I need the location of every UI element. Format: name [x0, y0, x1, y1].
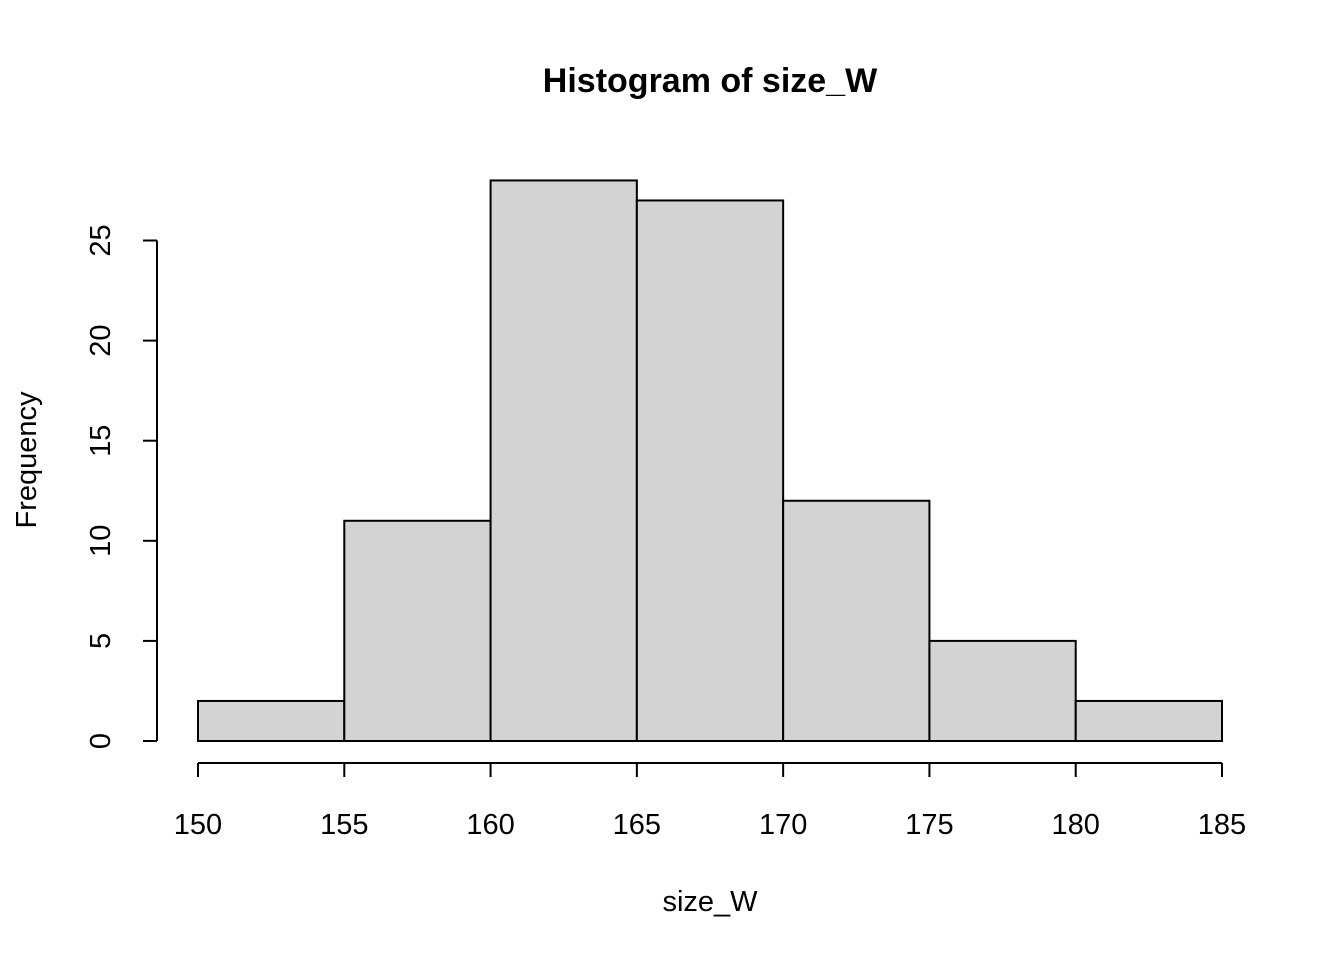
- y-tick-label-0: 0: [85, 733, 117, 749]
- y-tick-label-5: 5: [85, 633, 117, 649]
- y-tick-label-20: 20: [85, 324, 117, 356]
- x-tick-label-170: 170: [759, 809, 807, 841]
- y-tick-label-10: 10: [85, 525, 117, 557]
- x-tick-label-160: 160: [466, 809, 514, 841]
- x-axis: 150 155 160 165 170 175 180 185: [174, 762, 1246, 841]
- y-axis: 0 5 10 15 20 25: [85, 224, 158, 749]
- x-tick-label-180: 180: [1052, 809, 1100, 841]
- y-tick-label-15: 15: [85, 425, 117, 457]
- x-tick-label-165: 165: [613, 809, 661, 841]
- histogram-bar-155-160: [343, 519, 492, 743]
- x-tick-label-185: 185: [1198, 809, 1246, 841]
- histogram-bar-150-155: [197, 699, 346, 743]
- chart-title: Histogram of size_W: [543, 62, 878, 100]
- histogram-bar-175-180: [928, 639, 1077, 743]
- x-axis-label: size_W: [662, 886, 758, 918]
- histogram-bar-170-175: [782, 499, 931, 743]
- y-axis-label: Frequency: [11, 391, 43, 529]
- histogram-bar-180-185: [1074, 699, 1223, 743]
- x-tick-label-155: 155: [320, 809, 368, 841]
- x-tick-label-175: 175: [905, 809, 953, 841]
- y-tick-label-25: 25: [85, 224, 117, 256]
- x-tick-label-150: 150: [174, 809, 222, 841]
- histogram-bar-165-170: [635, 199, 785, 742]
- bars-group: [197, 179, 1223, 743]
- histogram-bar-160-165: [489, 179, 638, 742]
